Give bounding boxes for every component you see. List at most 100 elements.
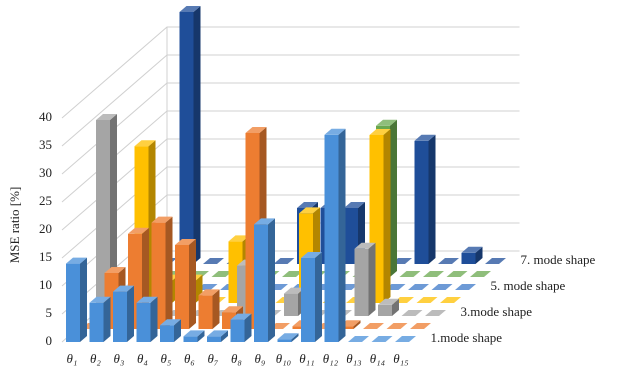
grid-line <box>61 138 520 231</box>
bar <box>399 271 421 277</box>
x-tick-label: θ₄ <box>137 351 148 366</box>
bar-front <box>96 120 110 316</box>
bar <box>423 271 444 277</box>
bar <box>183 330 205 342</box>
bar-top <box>273 258 295 264</box>
bar <box>438 258 459 264</box>
bar <box>425 310 446 316</box>
bar <box>408 284 429 290</box>
bar-top <box>414 134 436 141</box>
bar <box>151 216 173 329</box>
bar-front <box>354 248 369 316</box>
legend-label: 7. mode shape <box>521 252 596 267</box>
bar-side <box>110 114 117 316</box>
bar-top <box>282 271 303 277</box>
bar <box>89 296 111 342</box>
bar <box>354 242 376 316</box>
bar-top <box>179 6 201 12</box>
bar-top <box>363 323 384 329</box>
bar <box>485 258 506 264</box>
x-tick-label: θ₂ <box>90 351 101 366</box>
bar-side <box>368 242 376 316</box>
bar-top <box>344 202 365 208</box>
bar-side <box>212 289 220 329</box>
bar-top <box>354 242 376 249</box>
bar-top <box>230 313 252 320</box>
x-tick-label: θ₁₀ <box>276 351 291 366</box>
bar-front <box>136 302 151 342</box>
bar-side <box>428 134 436 264</box>
bar-front <box>277 339 292 342</box>
y-tick-label: 20 <box>39 221 52 236</box>
bar <box>378 298 399 316</box>
bar-top <box>134 140 156 147</box>
bar-top <box>369 129 391 135</box>
x-tick-label: θ₁ <box>67 351 78 366</box>
bar <box>401 310 423 316</box>
bar-side <box>193 6 201 264</box>
bar-side <box>291 333 299 342</box>
bar-side <box>80 257 87 342</box>
bar <box>207 330 228 342</box>
bar <box>416 297 438 303</box>
bar-front <box>292 326 307 329</box>
y-tick-label: 35 <box>39 137 52 152</box>
bar-side <box>127 285 134 342</box>
bar-side <box>392 298 399 316</box>
bar-top <box>160 319 181 326</box>
bar-front <box>254 224 268 342</box>
bar-top <box>440 297 461 303</box>
bar-top <box>175 239 196 245</box>
bar-top <box>104 267 126 273</box>
bar-top <box>207 330 228 337</box>
bar-side <box>197 330 205 342</box>
bar-top <box>277 333 299 340</box>
bar-top <box>423 271 444 277</box>
x-tick-label: θ₆ <box>184 351 195 366</box>
bar-side <box>189 239 196 329</box>
bar <box>277 333 299 342</box>
bar <box>431 284 453 290</box>
bar-side <box>390 119 397 277</box>
bar-top <box>254 218 275 225</box>
bar <box>363 323 384 329</box>
bar <box>440 297 461 303</box>
bar-side <box>315 252 322 342</box>
bar-front <box>378 304 392 316</box>
bar-front <box>207 336 221 342</box>
bar-top <box>438 258 459 264</box>
x-tick-label: θ₃ <box>114 351 125 366</box>
y-tick-label: 0 <box>46 333 53 348</box>
bar-front <box>461 252 476 264</box>
bar-top <box>284 287 305 294</box>
y-axis-label: MSE ratio [%] <box>7 187 22 264</box>
y-tick-label: 40 <box>39 109 52 124</box>
bar-top <box>348 336 369 342</box>
bar-front <box>198 295 213 329</box>
bar-side <box>174 319 181 342</box>
bar-side <box>150 296 158 342</box>
bar <box>160 319 181 342</box>
bar-top <box>211 271 233 277</box>
bar <box>230 313 252 342</box>
bar-top <box>297 202 318 208</box>
bar-top <box>66 257 87 264</box>
bar-side <box>165 216 173 329</box>
x-tick-label: θ₁₃ <box>346 351 361 366</box>
bar-top <box>198 289 220 296</box>
bar-side <box>338 128 346 342</box>
bar-top <box>324 128 346 135</box>
bar-front <box>324 134 339 342</box>
bar <box>96 114 117 316</box>
bar <box>175 239 196 329</box>
bar <box>113 285 134 342</box>
bar <box>136 296 158 342</box>
bar <box>410 323 431 329</box>
bar-top <box>431 284 453 290</box>
bar-top <box>376 119 397 126</box>
bar-top <box>301 252 322 258</box>
bar-front <box>230 319 245 342</box>
x-tick-label: θ₉ <box>255 351 266 366</box>
bar <box>203 258 224 264</box>
